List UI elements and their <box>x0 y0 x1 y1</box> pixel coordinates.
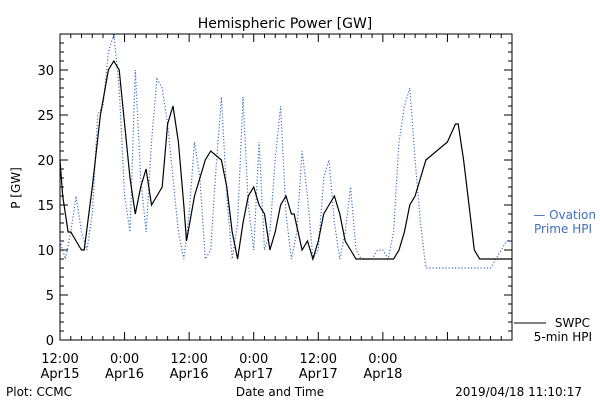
series-layer <box>59 33 512 269</box>
y-tick-label: 30 <box>37 64 54 79</box>
y-tick-label: 25 <box>37 109 54 124</box>
chart-title: Hemispheric Power [GW] <box>198 16 373 32</box>
x-tick-date: Apr16 <box>105 367 144 382</box>
x-tick-date: Apr16 <box>170 367 209 382</box>
y-tick-label: 20 <box>37 154 54 169</box>
y-tick-label: 15 <box>37 199 54 214</box>
x-tick-date: Apr17 <box>234 367 273 382</box>
x-axis-label: Date and Time <box>236 385 324 399</box>
x-tick-time: 12:00 <box>170 352 207 367</box>
x-tick-time: 0:00 <box>110 352 139 367</box>
series-ovation-line <box>59 33 512 269</box>
y-ticks: 0 5 10 15 20 25 30 <box>37 33 512 349</box>
legend-swpc-line2: 5-min HPI <box>534 330 592 344</box>
x-tick-time: 12:00 <box>41 352 78 367</box>
legend-swpc-line1: SWPC <box>555 316 590 330</box>
x-tick-time: 0:00 <box>239 352 268 367</box>
x-tick-time: 0:00 <box>368 352 397 367</box>
plot-frame <box>59 33 513 341</box>
legend-ovation-line1: — Ovation <box>533 208 596 222</box>
series-swpc-line <box>59 59 512 262</box>
x-ticks: 12:00Apr150:00Apr1612:00Apr160:00Apr1712… <box>40 34 513 382</box>
x-tick-date: Apr17 <box>299 367 338 382</box>
x-tick-time: 12:00 <box>300 352 337 367</box>
footer-timestamp: 2019/04/18 11:10:17 <box>455 385 582 399</box>
x-tick-date: Apr15 <box>40 367 79 382</box>
footer-plot-credit: Plot: CCMC <box>6 385 72 399</box>
y-axis-label: P [GW] <box>9 167 23 209</box>
x-tick-date: Apr18 <box>363 367 402 382</box>
y-tick-label: 5 <box>46 289 54 304</box>
y-tick-label: 10 <box>37 244 54 259</box>
legend-ovation-line2: Prime HPI <box>534 222 592 236</box>
y-tick-label: 0 <box>46 334 54 349</box>
